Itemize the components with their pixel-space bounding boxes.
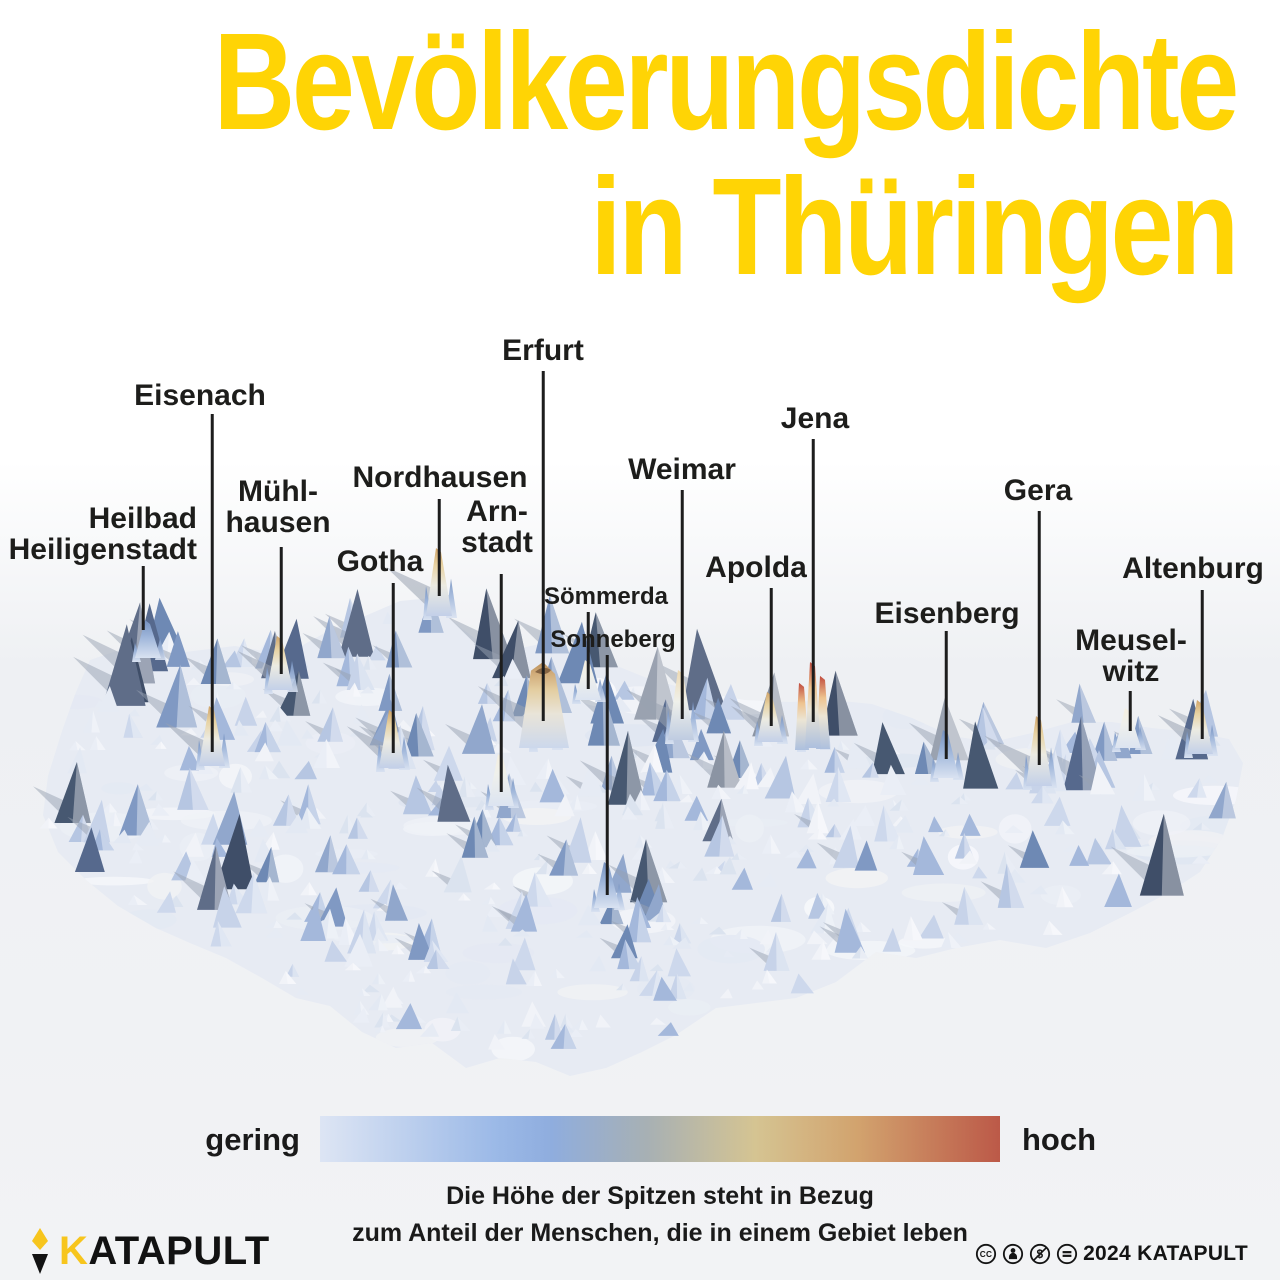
page-title: Bevölkerungsdichte in Thüringen (213, 5, 1239, 304)
credit-text: 2024 KATAPULT (1083, 1242, 1248, 1265)
katapult-wordmark: KATAPULT (59, 1229, 270, 1273)
leader-line-gera (1037, 511, 1041, 765)
city-label-line: Eisenberg (874, 597, 1020, 630)
city-label-line: Heiligenstadt (8, 533, 197, 566)
leader-line-jena (811, 439, 815, 722)
leader-line-apolda (769, 588, 773, 726)
city-label-altenburg: Altenburg (1122, 553, 1264, 584)
title-line-2: in Thüringen (590, 149, 1239, 304)
leader-line-heilbad-heiligenstadt (141, 566, 145, 630)
city-label-eisenach: Eisenach (134, 380, 266, 411)
leader-line-nordhausen (437, 499, 441, 596)
legend-label-low: gering (205, 1122, 300, 1157)
leader-line-meuselwitz (1128, 691, 1132, 731)
city-label-nordhausen: Nordhausen (352, 462, 527, 493)
leader-line-weimar (680, 490, 684, 719)
city-label-erfurt: Erfurt (502, 335, 584, 366)
leader-line-altenburg (1200, 590, 1204, 739)
city-label-line: Apolda (705, 551, 807, 584)
copyright-credit: CC $ 2024 KATAPULT (975, 1242, 1248, 1266)
katapult-logo: KATAPULT (28, 1228, 270, 1274)
leader-line-m-hlhausen (279, 547, 283, 674)
cc-nd-icon (1056, 1243, 1078, 1265)
city-label-line: Gera (1003, 474, 1073, 507)
leader-line-eisenberg (944, 631, 948, 759)
legend-label-high: hoch (1022, 1122, 1097, 1157)
city-label-meuselwitz: Meusel-witz (1075, 625, 1187, 687)
city-label-line: Erfurt (502, 334, 584, 367)
caption-line-1: Die Höhe der Spitzen steht in Bezug (446, 1182, 874, 1210)
city-label-gotha: Gotha (337, 546, 424, 577)
cc-nc-icon: $ (1029, 1243, 1051, 1265)
city-label-line: hausen (225, 506, 331, 539)
city-label-line: Meusel- (1075, 624, 1187, 657)
leader-line-eisenach (210, 414, 214, 752)
city-label-line: Sonneberg (550, 626, 676, 653)
city-label-sonneberg: Sonneberg (550, 627, 675, 652)
city-label-line: Jena (780, 402, 850, 435)
legend-gradient-bar (320, 1116, 1000, 1162)
city-label-arnstadt: Arn-stadt (461, 496, 533, 558)
city-label-line: witz (1102, 655, 1160, 688)
leader-line-sonneberg (605, 655, 609, 895)
city-label-line: Eisenach (134, 379, 266, 412)
city-label-line: Heilbad (88, 502, 197, 535)
cc-icon: CC (975, 1243, 997, 1265)
city-label-line: Altenburg (1122, 552, 1264, 585)
cc-by-icon (1002, 1243, 1024, 1265)
city-label-line: Gotha (336, 545, 424, 578)
city-label-heilbad-heiligenstadt: Heilbad Heiligenstadt (9, 503, 197, 565)
city-label-eisenberg: Eisenberg (874, 598, 1019, 629)
katapult-rocket-icon (32, 1228, 48, 1274)
city-label-apolda: Apolda (705, 552, 807, 583)
city-label-line: Weimar (628, 453, 736, 486)
city-label-weimar: Weimar (628, 454, 736, 485)
city-label-s-mmerda: Sömmerda (544, 584, 668, 609)
city-label-line: Nordhausen (352, 461, 528, 494)
city-label-line: Sömmerda (543, 583, 669, 610)
city-label-line: stadt (461, 526, 533, 559)
city-label-jena: Jena (781, 403, 849, 434)
city-label-m-hlhausen: Mühl-hausen (225, 476, 330, 538)
leader-line-s-mmerda (586, 612, 590, 689)
leader-line-erfurt (541, 371, 545, 721)
caption-line-2: zum Anteil der Menschen, die in einem Ge… (352, 1219, 968, 1247)
city-label-gera: Gera (1004, 475, 1072, 506)
title-line-1: Bevölkerungsdichte (213, 5, 1239, 159)
leader-line-arnstadt (499, 574, 503, 792)
map-caption: Die Höhe der Spitzen steht in Bezug zum … (352, 1178, 968, 1252)
city-label-line: Mühl- (238, 475, 318, 508)
leader-line-gotha (391, 583, 395, 753)
svg-text:CC: CC (980, 1250, 992, 1259)
city-label-line: Arn- (466, 495, 528, 528)
